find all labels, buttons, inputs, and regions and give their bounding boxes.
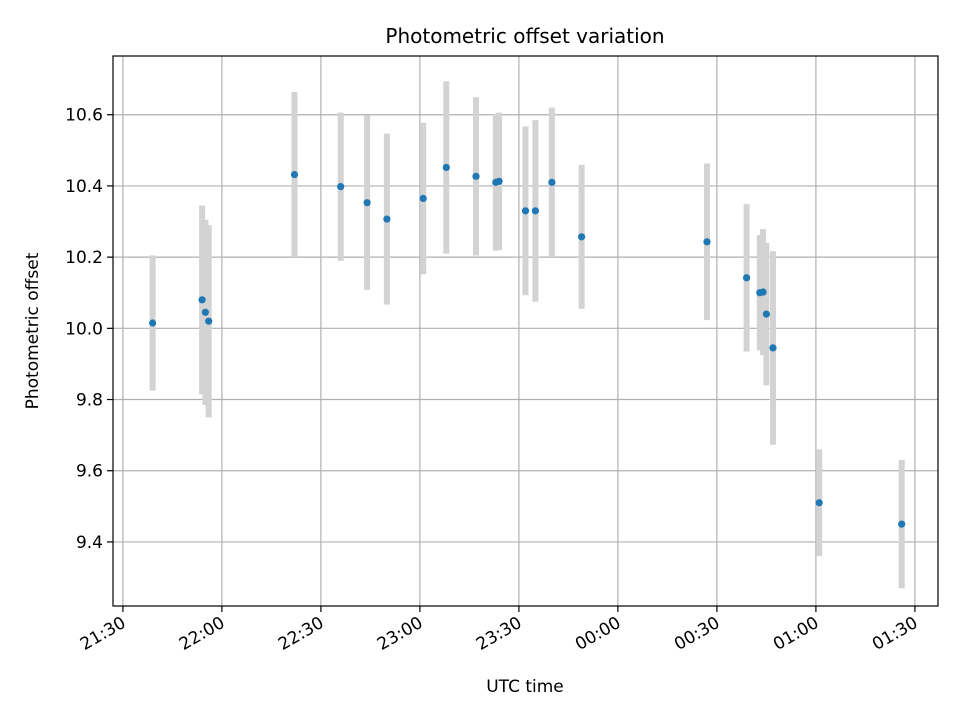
- data-point: [290, 170, 299, 179]
- data-point: [815, 499, 823, 507]
- data-point: [548, 178, 556, 186]
- data-point: [743, 274, 751, 282]
- data-point: [472, 172, 480, 180]
- y-tick-label: 10.6: [65, 106, 103, 126]
- data-point: [531, 207, 540, 215]
- data-point: [198, 296, 206, 304]
- data-point: [762, 310, 771, 318]
- data-point: [383, 215, 391, 223]
- data-point: [337, 183, 345, 191]
- data-point: [205, 317, 213, 325]
- data-point: [363, 199, 371, 207]
- data-point: [419, 194, 427, 202]
- data-points: [149, 163, 906, 528]
- data-point: [769, 344, 777, 352]
- data-point: [149, 319, 157, 327]
- plot-frame: [112, 55, 939, 607]
- data-point: [578, 233, 586, 241]
- data-point: [442, 163, 450, 172]
- data-point: [201, 308, 209, 316]
- y-tick-label: 9.6: [76, 462, 103, 482]
- data-point: [495, 177, 503, 185]
- y-axis-ticks: 9.4 9.6 9.8 10.0 10.2 10.4 10.6: [65, 106, 113, 553]
- y-axis-label: Photometric offset: [23, 252, 43, 409]
- y-tick-label: 9.4: [76, 533, 103, 553]
- y-tick-label: 10.0: [65, 319, 103, 339]
- chart-title: Photometric offset variation: [385, 24, 664, 48]
- y-tick-label: 9.8: [76, 391, 103, 411]
- y-tick-label: 10.2: [65, 248, 103, 268]
- y-tick-label: 10.4: [65, 177, 103, 197]
- data-point: [521, 207, 530, 215]
- data-point: [759, 288, 767, 296]
- data-point: [898, 520, 906, 528]
- x-axis-label: UTC time: [486, 677, 564, 697]
- data-point: [703, 238, 711, 246]
